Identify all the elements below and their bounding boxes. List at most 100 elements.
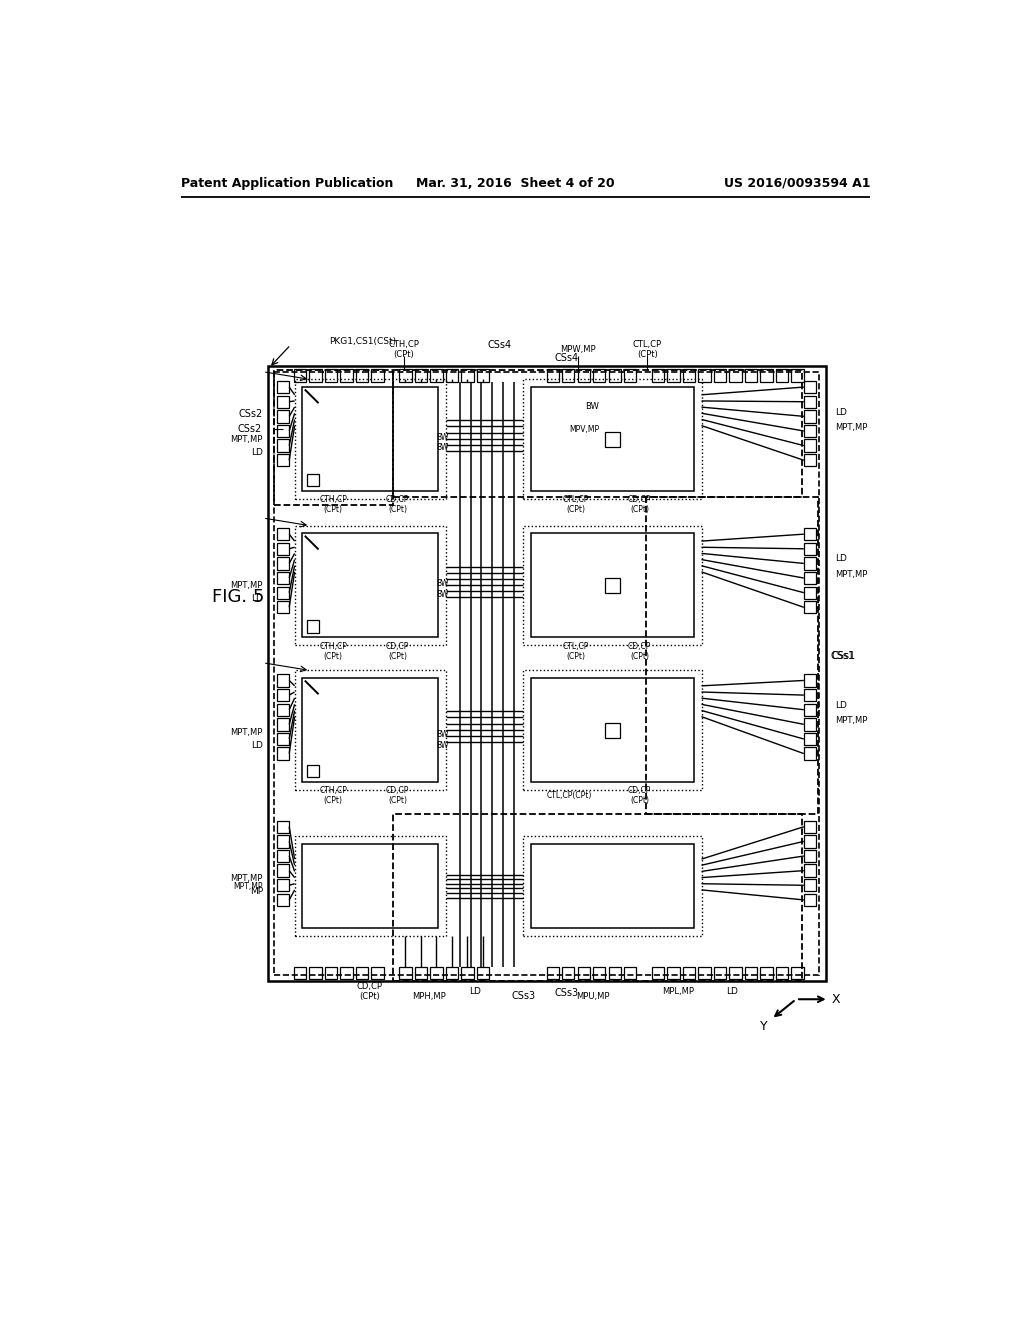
Text: MPT,MP: MPT,MP [835,424,867,433]
Text: CSs3: CSs3 [511,991,536,1001]
Text: CSs2: CSs2 [239,409,263,420]
Text: CD,CP
(CPt): CD,CP (CPt) [628,642,651,661]
Bar [804,865,816,876]
Bar [604,578,621,594]
Bar [744,966,758,979]
Bar [547,370,559,381]
Bar [276,836,289,847]
Text: LD: LD [727,987,738,997]
Text: CSs4: CSs4 [488,339,512,350]
Text: MPL,MP: MPL,MP [663,987,694,997]
Bar [804,747,816,760]
Bar [276,879,289,891]
Bar [276,425,289,437]
Bar [729,966,741,979]
Bar [276,747,289,760]
Text: MPT,MP: MPT,MP [230,874,263,883]
Bar [276,894,289,906]
Bar [562,966,574,979]
Text: CD,CP
(CPt): CD,CP (CPt) [628,495,651,515]
Text: X: X [833,993,841,1006]
Bar [295,379,445,499]
Bar [276,381,289,393]
Text: CTL,CP
(CPt): CTL,CP (CPt) [633,339,662,359]
Bar [761,966,773,979]
Bar [804,411,816,422]
Bar [325,966,337,979]
Bar [652,370,665,381]
Bar [340,370,352,381]
Text: MPT,MP: MPT,MP [233,882,263,891]
Bar [477,370,489,381]
Bar [804,894,816,906]
Bar [668,966,680,979]
Text: MPH,MP: MPH,MP [412,991,445,1001]
Bar [276,601,289,614]
Bar [804,586,816,599]
Bar [531,678,693,781]
Bar [698,966,711,979]
Text: BW: BW [436,730,449,739]
Bar [761,370,773,381]
Bar [698,370,711,381]
Bar [578,370,590,381]
Text: CSs2: CSs2 [237,425,261,434]
Bar [430,966,442,979]
Text: LD: LD [835,701,847,710]
Bar [683,370,695,381]
Bar [461,370,474,381]
Bar [477,966,489,979]
Bar [804,675,816,686]
Bar [307,474,319,487]
Bar [276,704,289,715]
Text: BW: BW [586,401,599,411]
Bar [578,966,590,979]
Text: CTL,CP
(CPt): CTL,CP (CPt) [563,495,589,515]
Bar [792,966,804,979]
Text: LD: LD [835,554,847,564]
Bar [604,723,621,738]
Bar [562,370,574,381]
Bar [430,370,442,381]
Bar [523,836,701,936]
Text: LD: LD [469,987,481,997]
Text: Y: Y [760,1020,767,1034]
Bar [276,865,289,876]
Bar [325,370,337,381]
Text: BW: BW [436,590,449,599]
Text: MPT,MP: MPT,MP [835,715,867,725]
Bar [276,718,289,730]
Bar [547,966,559,979]
Bar [604,432,621,447]
Bar [804,440,816,451]
Text: CSs1: CSs1 [830,651,854,661]
Bar [294,966,306,979]
Bar [393,370,802,498]
Bar [399,370,412,381]
Bar [399,966,412,979]
Text: MPU,MP: MPU,MP [577,991,609,1001]
Bar [714,966,726,979]
Bar [714,370,726,381]
Bar [276,675,289,686]
Bar [531,843,693,928]
Bar [307,620,319,632]
Text: MPW,MP: MPW,MP [560,345,595,354]
Bar [729,370,741,381]
Bar [276,572,289,585]
Text: CTH,CP
(CPt): CTH,CP (CPt) [388,339,420,359]
Text: CD,CP
(CPt): CD,CP (CPt) [386,495,410,515]
Bar [804,572,816,585]
Bar [340,966,352,979]
Bar [276,586,289,599]
Bar [273,370,393,506]
Text: CSs1: CSs1 [831,651,856,661]
Bar [531,387,693,491]
Bar [804,543,816,554]
Bar [294,370,306,381]
Text: BW: BW [436,579,449,587]
Bar [668,370,680,381]
Bar [804,454,816,466]
Bar [307,766,319,777]
Bar [309,966,322,979]
